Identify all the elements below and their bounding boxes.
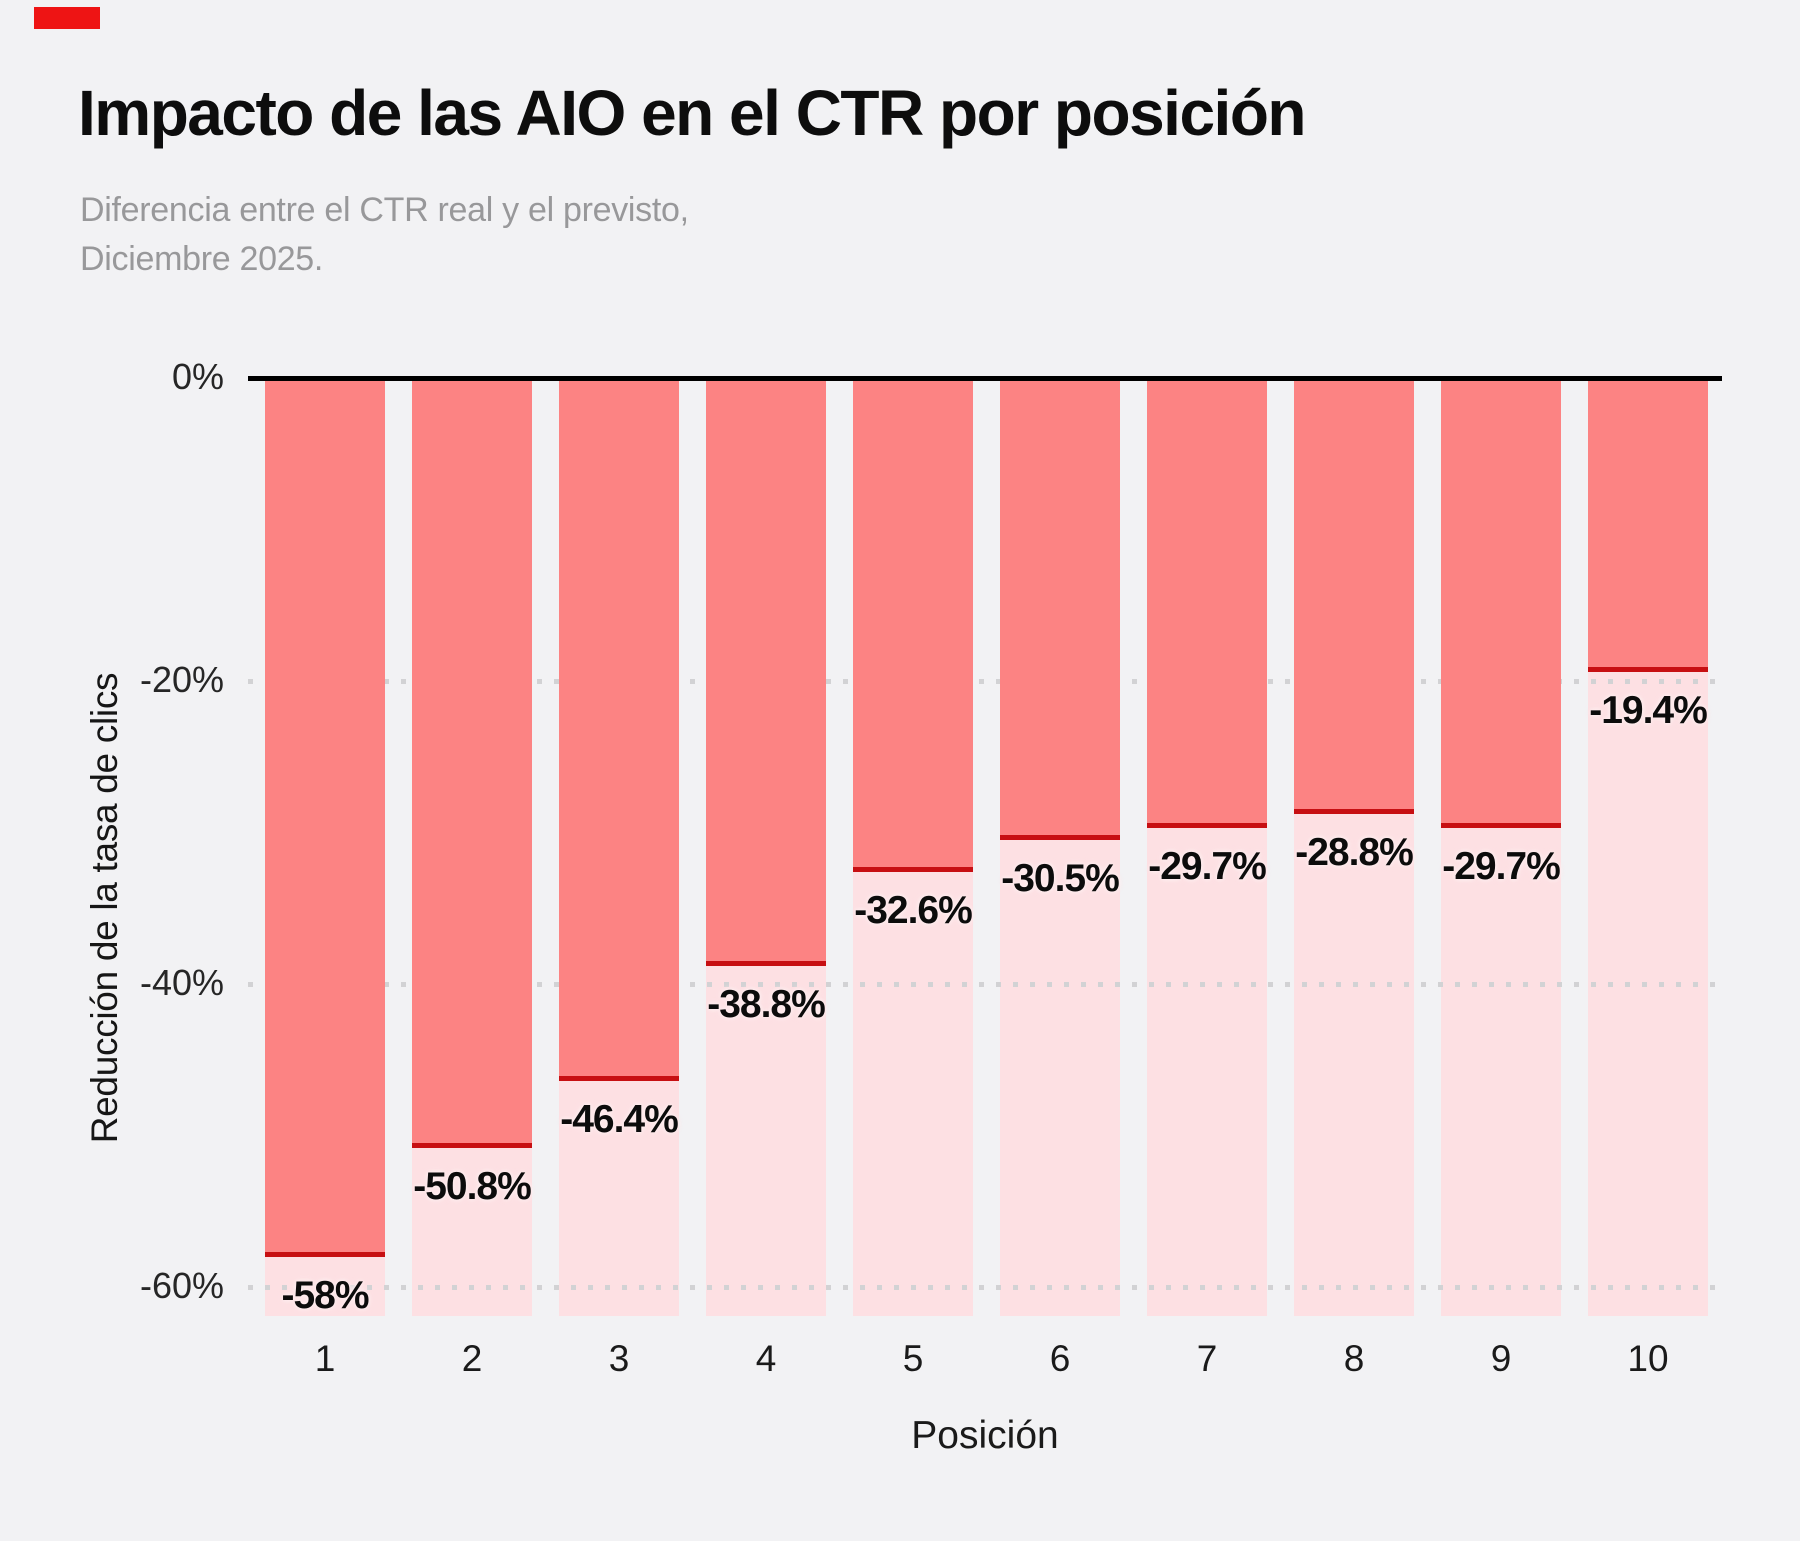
bar-actual [265, 381, 385, 1252]
y-tick-label: -40% [139, 962, 224, 1003]
bar-divider-line [706, 960, 826, 966]
y-axis-title: Reducción de la tasa de clics [84, 672, 125, 1144]
bar-actual [559, 381, 679, 1076]
bar-actual [1147, 381, 1267, 823]
y-tick-label: -20% [139, 659, 224, 700]
bar-actual [1294, 381, 1414, 810]
bar-value-label: -19.4% [1589, 688, 1708, 732]
bar-divider-line [1441, 822, 1561, 828]
bar-value-label: -28.8% [1295, 831, 1414, 875]
bar-actual [1000, 381, 1120, 836]
bar-value-label: -58% [281, 1273, 369, 1317]
x-tick-label: 7 [1196, 1338, 1218, 1379]
bar-divider-line [1147, 822, 1267, 828]
x-tick-label: 3 [608, 1338, 630, 1379]
bar-value-label: -32.6% [854, 888, 973, 932]
gridline [248, 1285, 1722, 1290]
chart-subtitle: Diferencia entre el CTR real y el previs… [80, 186, 689, 284]
bar-actual [1441, 381, 1561, 823]
bar-divider-line [412, 1142, 532, 1148]
x-tick-label: 6 [1049, 1338, 1071, 1379]
bar-value-label: -46.4% [560, 1097, 679, 1141]
zero-axis-line [248, 376, 1722, 381]
bar-divider-line [1294, 809, 1414, 815]
bar-value-label: -50.8% [413, 1164, 532, 1208]
x-tick-label: 5 [902, 1338, 924, 1379]
y-tick-label: 0% [171, 356, 224, 397]
x-tick-label: 1 [314, 1338, 336, 1379]
bar-value-label: -29.7% [1148, 844, 1267, 888]
chart-subtitle-line-1: Diferencia entre el CTR real y el previs… [80, 191, 689, 229]
bar-actual [853, 381, 973, 867]
bar-value-label: -29.7% [1442, 844, 1561, 888]
bar-divider-line [559, 1075, 679, 1081]
bar-actual [706, 381, 826, 961]
x-tick-label: 9 [1490, 1338, 1512, 1379]
y-tick-label: -60% [139, 1265, 224, 1306]
gridline [248, 679, 1722, 684]
x-axis-title: Posición [911, 1414, 1059, 1457]
x-tick-label: 8 [1343, 1338, 1365, 1379]
x-tick-label: 4 [755, 1338, 777, 1379]
gridline [248, 982, 1722, 987]
x-tick-label: 10 [1627, 1338, 1669, 1379]
chart-subtitle-line-2: Diciembre 2025. [80, 240, 324, 278]
bar-divider-line [265, 1251, 385, 1257]
bar-divider-line [1588, 666, 1708, 672]
bar-divider-line [853, 866, 973, 872]
chart-title: Impacto de las AIO en el CTR por posició… [78, 77, 1307, 149]
x-tick-label: 2 [461, 1338, 483, 1379]
bar-actual [412, 381, 532, 1143]
bar-actual [1588, 381, 1708, 667]
red-corner-mark [34, 7, 100, 29]
bar-divider-line [1000, 835, 1120, 841]
bar-value-label: -38.8% [707, 982, 826, 1026]
bar-value-label: -30.5% [1001, 857, 1120, 901]
